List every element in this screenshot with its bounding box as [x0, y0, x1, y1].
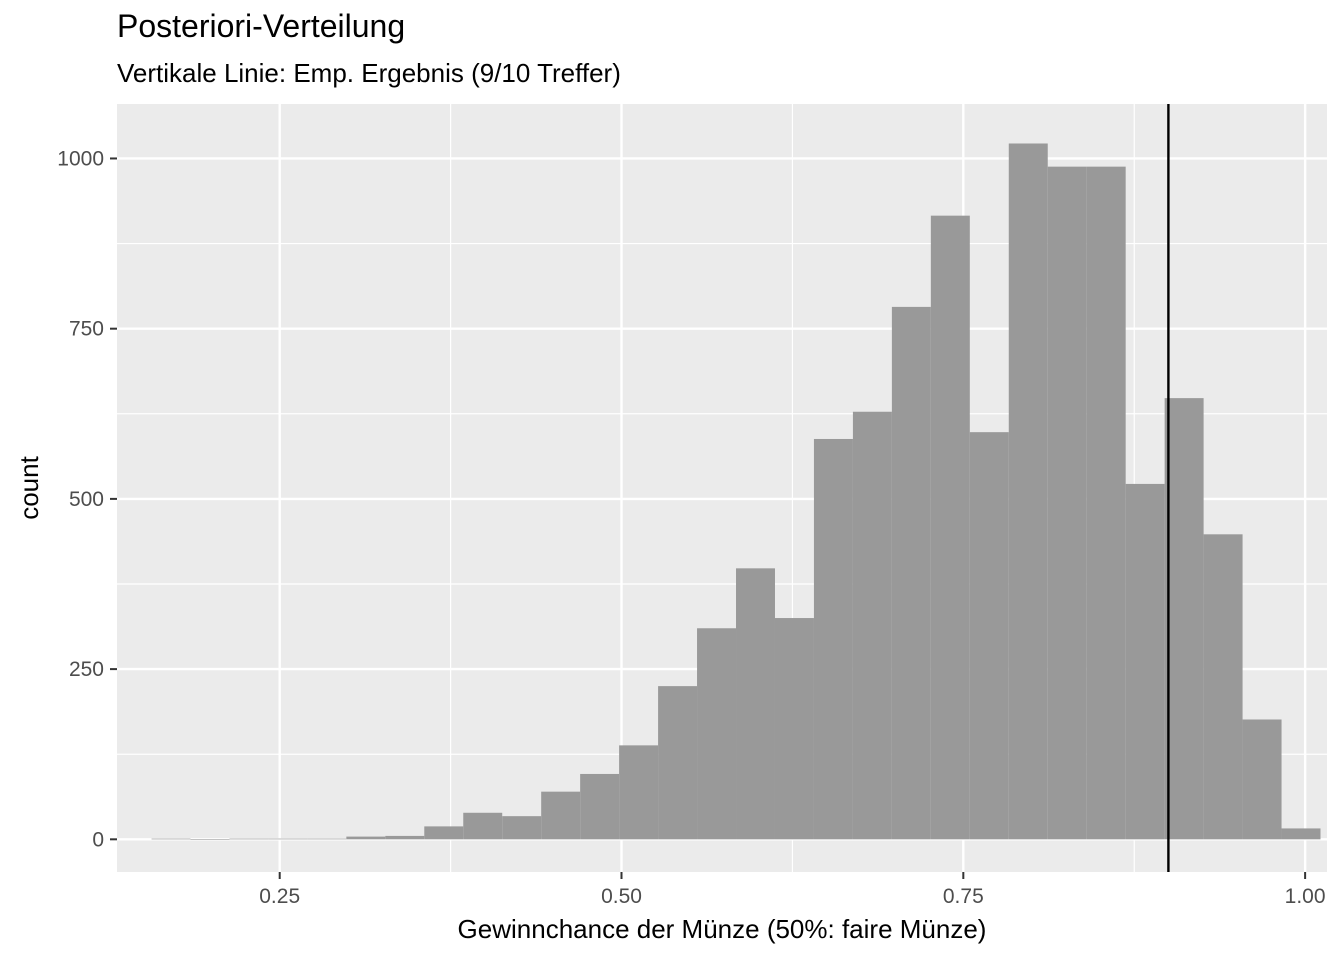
- histogram-bar: [969, 432, 1009, 840]
- y-tick-label: 500: [69, 488, 104, 511]
- histogram-bar: [424, 826, 464, 840]
- histogram-bar: [1164, 398, 1204, 840]
- histogram-bar: [190, 839, 230, 840]
- x-tick-label: 1.00: [1285, 885, 1326, 908]
- histogram-bar: [1047, 166, 1087, 840]
- y-tick-label: 1000: [57, 147, 104, 170]
- y-tick-label: 0: [92, 828, 104, 851]
- histogram-bar: [1281, 828, 1321, 840]
- histogram-bar: [346, 836, 386, 840]
- y-tick-label: 750: [69, 318, 104, 341]
- histogram-bar: [736, 568, 775, 840]
- y-axis-title: count: [14, 455, 44, 519]
- chart-subtitle: Vertikale Linie: Emp. Ergebnis (9/10 Tre…: [117, 58, 621, 88]
- histogram-bar: [619, 745, 659, 840]
- histogram-bar: [1008, 143, 1048, 840]
- histogram-bars: [151, 143, 1321, 840]
- histogram-bar: [502, 816, 542, 840]
- histogram-bar: [1125, 483, 1165, 840]
- histogram-bar: [385, 835, 425, 840]
- y-tick-label: 250: [69, 658, 104, 681]
- histogram-bar: [1203, 534, 1243, 840]
- histogram-bar: [541, 791, 581, 840]
- histogram-bar: [658, 686, 698, 840]
- histogram-bar: [307, 838, 347, 840]
- histogram-bar: [774, 618, 814, 840]
- histogram-bar: [151, 838, 191, 840]
- chart-title: Posteriori-Verteilung: [117, 8, 406, 44]
- histogram-bar: [229, 838, 269, 840]
- x-axis-title: Gewinnchance der Münze (50%: faire Münze…: [458, 914, 987, 944]
- x-tick-label: 0.50: [601, 885, 642, 908]
- x-tick-label: 0.25: [259, 885, 300, 908]
- x-tick-label: 0.75: [943, 885, 984, 908]
- axes: 0.25 0.50 0.75 1.00 0 250 500 750 1000: [57, 147, 1325, 908]
- histogram-bar: [1242, 719, 1282, 840]
- histogram-bar: [891, 306, 931, 840]
- histogram-bar: [268, 838, 308, 840]
- histogram-bar: [930, 215, 970, 840]
- histogram-bar: [813, 438, 853, 840]
- histogram-bar: [1086, 166, 1126, 840]
- histogram-bar: [697, 628, 737, 840]
- histogram-bar: [463, 812, 503, 840]
- histogram-bar: [580, 773, 620, 840]
- histogram-bar: [852, 411, 892, 840]
